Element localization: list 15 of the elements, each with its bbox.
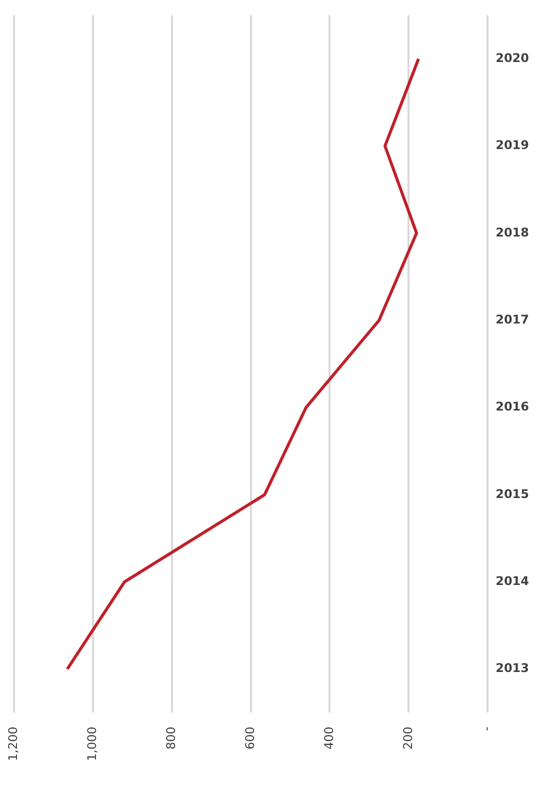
x-tick-label: 800 [164, 726, 178, 750]
y-tick-label: 2016 [496, 400, 530, 414]
x-tick-label: 600 [242, 726, 257, 750]
y-tick-label: 2014 [496, 574, 530, 588]
y-tick-label: 2020 [496, 50, 530, 65]
y-tick-label: 2018 [496, 225, 530, 240]
x-tick-label: 400 [322, 726, 336, 750]
x-tick-label: 1,000 [85, 726, 100, 762]
x-tick-label: 200 [400, 726, 415, 750]
y-tick-label: 2017 [496, 312, 530, 326]
y-tick-label: 2013 [496, 661, 530, 676]
y-tick-label: 2015 [496, 486, 530, 501]
x-tick-label: - [480, 726, 494, 731]
x-tick-label: 1,200 [6, 726, 20, 762]
y-tick-label: 2019 [496, 138, 530, 152]
